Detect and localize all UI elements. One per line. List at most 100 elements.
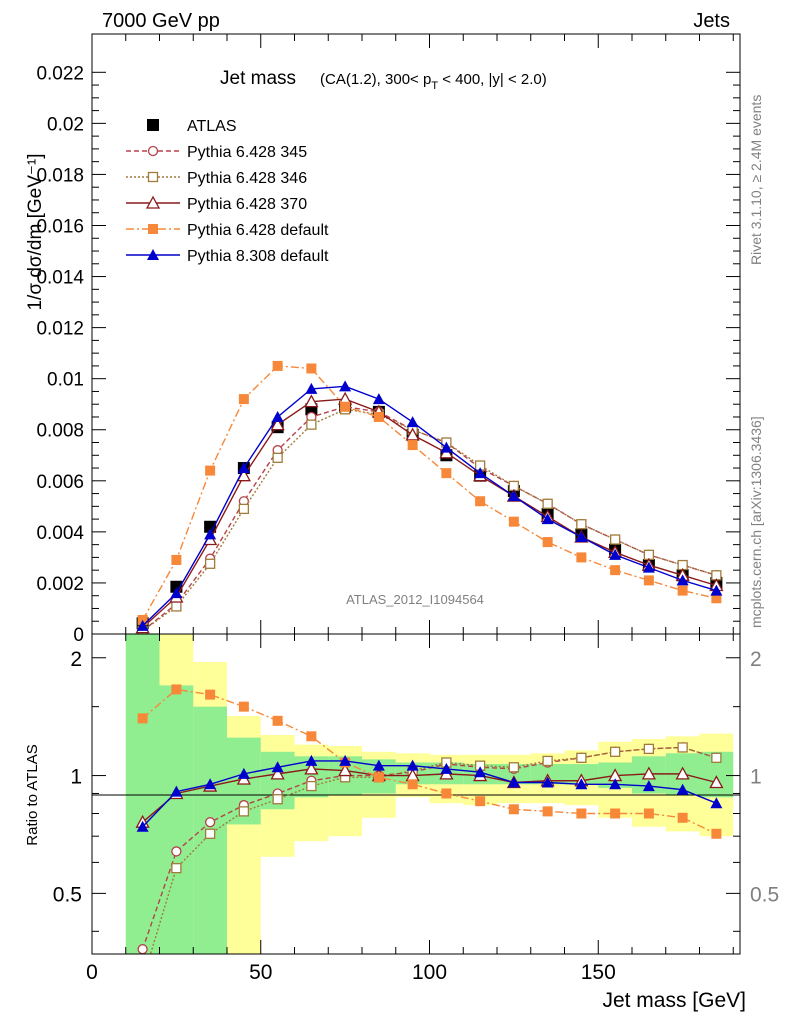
main-data-point [677, 585, 688, 596]
legend-marker [147, 171, 159, 183]
ratio-data-point [440, 762, 453, 774]
main-panel: 0 0.002 0.004 0.006 0.008 0.01 0.012 0.014 0.016… [25, 33, 741, 646]
ratio-data-point [270, 766, 285, 780]
main-data-point [609, 534, 621, 545]
ratio-data-point [171, 846, 182, 857]
main-data-point [405, 427, 420, 441]
main-data-point [373, 411, 384, 422]
ratio-data-point [676, 783, 689, 795]
ratio-data-point [204, 817, 216, 828]
subtitle-sub: T [431, 80, 438, 92]
main-data-point [508, 516, 519, 527]
chart-title: Jet mass [220, 68, 296, 89]
legend-marker [147, 119, 159, 131]
xtick-label: 150 [581, 961, 616, 984]
ratio-series-clip [135, 684, 724, 985]
ratio-data-point [171, 684, 182, 695]
xtick-label: 100 [412, 961, 447, 984]
ratio-data-point [508, 762, 520, 773]
main-data-point [441, 468, 452, 479]
main-ytick-label: 0.016 [36, 216, 84, 237]
ratio-data-point [338, 763, 353, 777]
main-data-point [642, 561, 655, 573]
legend-label: Pythia 6.428 346 [187, 170, 307, 187]
legend-label: Pythia 6.428 370 [187, 196, 307, 213]
main-data-point [711, 593, 722, 604]
main-data-point [306, 363, 317, 374]
ratio-data-point [609, 746, 621, 757]
main-data-point [576, 552, 587, 563]
legend-entry-0: ATLAS [147, 118, 237, 135]
main-series-line [142, 398, 717, 629]
ratio-data-point [643, 743, 655, 755]
legend-label: Pythia 6.428 default [187, 222, 329, 239]
ratio-data-point [204, 828, 216, 839]
main-ytick-label: 0.02 [47, 114, 84, 135]
main-data-point [406, 416, 419, 428]
ratio-data-point [237, 767, 250, 779]
ratio-data-point [710, 797, 723, 809]
main-data-point [643, 575, 654, 586]
ratio-data-point [137, 713, 148, 724]
main-data-point [306, 419, 317, 430]
main-ytick-label: 0.014 [36, 268, 84, 289]
main-data-point [340, 401, 351, 412]
ratio-data-point [711, 828, 722, 839]
main-data-point [238, 503, 250, 515]
main-data-point [238, 394, 249, 405]
main-data-point [542, 537, 553, 548]
ratio-data-point [441, 788, 452, 799]
main-data-point [204, 558, 216, 569]
ratio-data-point [137, 944, 148, 954]
header-right: Jets [693, 10, 730, 32]
ratio-data-point [136, 820, 149, 832]
ratio-data-point [138, 976, 147, 985]
main-data-point [136, 619, 149, 631]
ratio-data-point [609, 778, 622, 790]
main-ylabel: 1/σ dσ/dm [GeV⁻¹] [25, 153, 46, 310]
ratio-data-point [642, 780, 655, 792]
subtitle-pre: (CA(1.2), 300< p [320, 71, 431, 88]
ratio-series-4 [136, 754, 723, 832]
main-axis-ticks: 0 0.002 0.004 0.006 0.008 0.01 0.012 0.014 0.016… [36, 34, 740, 646]
mcplots-label: mcplots.cern.ch [arXiv:1306.3436] [748, 416, 764, 628]
main-data-point [339, 380, 352, 392]
ratio-ylabel: Ratio to ATLAS [24, 744, 41, 845]
ratio-data-point [507, 776, 520, 788]
ratio-ytick-label: 0.5 [53, 883, 82, 906]
stat-band-bin [125, 634, 160, 954]
main-ytick-label: 0 [73, 625, 84, 646]
ratio-ytick-label-right: 2 [750, 648, 762, 671]
main-data-point [272, 360, 283, 371]
legend-marker [147, 249, 159, 260]
xtick-label: 0 [86, 961, 98, 984]
ratio-data-point [170, 785, 183, 797]
ratio-series-line [142, 688, 717, 835]
main-ytick-label: 0.002 [36, 574, 84, 595]
legend-entry-3: Pythia 6.428 370 [126, 195, 307, 213]
main-ytick-label: 0.01 [47, 370, 84, 391]
main-data-point [474, 467, 487, 479]
main-data-point [271, 410, 284, 422]
rivet-label: Rivet 3.1.10, ≥ 2.4M events [748, 95, 764, 265]
legend-entry-4: Pythia 6.428 default [126, 222, 329, 239]
ratio-data-point [272, 794, 283, 805]
stat-band-bin [159, 685, 194, 954]
ratio-ytick-label-right: 1 [750, 766, 762, 789]
main-data-point [205, 465, 216, 476]
legend-label: Pythia 6.428 345 [187, 144, 307, 161]
main-data-point [610, 565, 621, 576]
ratio-data-point [677, 742, 688, 753]
ratio-ytick-label: 2 [70, 648, 82, 671]
xtick-label: 50 [249, 961, 272, 984]
ratio-xlabel: Jet mass [GeV] [602, 989, 746, 1012]
ratio-data-point [576, 752, 587, 763]
ratio-data-point [508, 804, 519, 815]
subtitle-post: < 400, |y| < 2.0) [438, 71, 547, 88]
main-data-point [304, 394, 319, 408]
header-left: 7000 GeV pp [102, 10, 220, 32]
main-data-point [676, 574, 689, 586]
legend-label: Pythia 8.308 default [187, 248, 329, 265]
main-ytick-label: 0.008 [36, 421, 84, 442]
main-data-point [170, 580, 183, 593]
